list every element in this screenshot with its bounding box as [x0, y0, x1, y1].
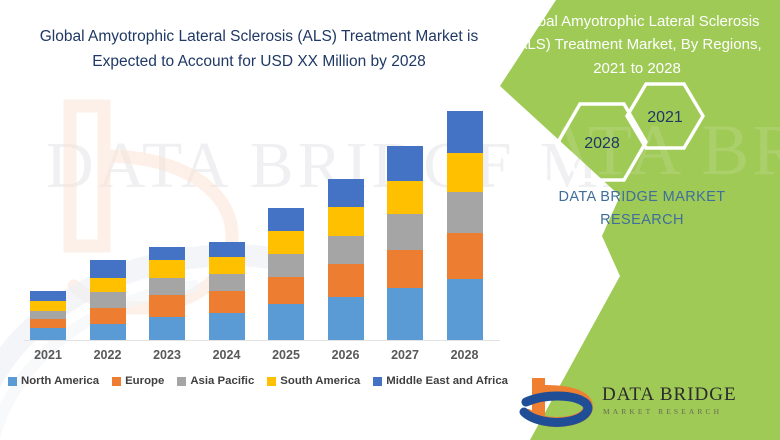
- bar-segment: [149, 316, 185, 340]
- legend-label: South America: [280, 375, 361, 387]
- bar-segment: [149, 278, 185, 296]
- bar-segment: [30, 310, 66, 319]
- bar-chart-plot-area: 2021 2022 2023 2024 2025 2026 2027 2028: [24, 111, 500, 362]
- bar-segment: [446, 192, 483, 233]
- bar-segment: [268, 304, 304, 340]
- data-bridge-logo: DATA BRIDGE MARKET RESEARCH: [519, 378, 737, 428]
- x-axis-label-2028: 2028: [450, 348, 479, 362]
- bar-2024: [208, 241, 245, 340]
- legend-item-asia-pacific[interactable]: Asia Pacific: [177, 375, 254, 387]
- bar-segment: [387, 249, 423, 289]
- bar-segment: [327, 297, 364, 340]
- legend-item-north-america[interactable]: North America: [8, 375, 99, 387]
- hexagon-2021: 2021: [625, 82, 705, 150]
- bar-segment: [387, 146, 423, 181]
- x-axis-label-2025: 2025: [272, 348, 300, 362]
- bar-segment: [30, 318, 66, 328]
- bar-segment: [208, 256, 245, 275]
- chart-legend: North America Europe Asia Pacific South Ame…: [8, 375, 508, 387]
- bar-segment: [89, 323, 126, 340]
- bar-segment: [327, 235, 364, 264]
- legend-swatch-icon: [267, 376, 277, 386]
- bar-segment: [30, 327, 66, 340]
- chart-title: Global Amyotrophic Lateral Sclerosis (AL…: [39, 28, 479, 71]
- logo-subtitle-text: MARKET RESEARCH: [603, 407, 722, 416]
- year-hexagon-group: 2028 2021: [556, 82, 705, 182]
- legend-label: North America: [21, 375, 100, 387]
- legend-swatch-icon: [373, 376, 383, 386]
- bar-segment: [446, 111, 483, 153]
- hexagon-2028: 2028: [556, 102, 648, 182]
- bar-segment: [387, 288, 423, 340]
- green-panel-shape: [494, 0, 780, 440]
- bar-2021: [30, 291, 66, 340]
- x-axis-label-2024: 2024: [212, 348, 241, 362]
- panel-brand-text: DATA BRIDGE MARKET RESEARCH: [558, 189, 726, 229]
- bar-segment: [268, 208, 304, 231]
- x-axis-label-2023: 2023: [153, 348, 181, 362]
- logo-title-text: DATA BRIDGE: [602, 384, 737, 405]
- bar-segment: [327, 263, 364, 298]
- panel-title: Global Amyotrophic Lateral Sclerosis (AL…: [512, 13, 762, 77]
- bar-segment: [89, 292, 126, 308]
- x-axis-label-2021: 2021: [34, 348, 62, 362]
- bar-segment: [89, 307, 126, 324]
- chart-baseline: [24, 340, 500, 341]
- legend-label: Middle East and Africa: [386, 375, 508, 387]
- bar-segment: [446, 279, 483, 340]
- bar-2023: [149, 246, 185, 340]
- bar-segment: [387, 180, 423, 215]
- legend-label: Asia Pacific: [190, 375, 255, 387]
- right-info-panel: DATA BRIDGE Global Amyotrophic Lateral S…: [494, 0, 780, 440]
- bar-segment: [327, 207, 364, 236]
- legend-item-south-america[interactable]: South America: [267, 375, 360, 387]
- bar-2027: [387, 146, 423, 340]
- legend-swatch-icon: [8, 376, 17, 386]
- legend-item-middle-east-and-africa[interactable]: Middle East and Africa: [373, 375, 508, 387]
- x-axis-label-2027: 2027: [391, 348, 419, 362]
- legend-swatch-icon: [112, 376, 122, 386]
- legend-item-europe[interactable]: Europe: [112, 375, 164, 387]
- bar-segment: [30, 291, 66, 302]
- bar-segment: [208, 312, 245, 340]
- bar-segment: [268, 253, 304, 278]
- bar-segment: [446, 152, 483, 193]
- legend-label: Europe: [125, 375, 165, 387]
- x-axis-label-2026: 2026: [331, 348, 360, 362]
- bar-segment: [149, 246, 185, 260]
- bar-2025: [268, 208, 304, 340]
- bar-segment: [30, 301, 66, 311]
- bar-segment: [149, 295, 185, 317]
- x-axis-label-2022: 2022: [93, 348, 122, 362]
- bar-segment: [268, 230, 304, 254]
- bar-segment: [208, 274, 245, 292]
- bar-segment: [387, 214, 423, 250]
- legend-swatch-icon: [177, 376, 187, 386]
- bar-segment: [446, 232, 483, 280]
- bar-segment: [208, 241, 245, 257]
- bar-2028: [446, 111, 483, 340]
- bar-segment: [89, 278, 126, 293]
- bar-segment: [268, 277, 304, 305]
- hexagon-2028-label: 2028: [584, 135, 620, 152]
- bar-2022: [89, 259, 126, 340]
- bar-segment: [327, 178, 364, 208]
- bar-segment: [208, 291, 245, 313]
- bar-2026: [327, 178, 364, 340]
- bar-segment: [89, 259, 126, 279]
- bar-segment: [149, 259, 185, 279]
- hexagon-2021-label: 2021: [647, 109, 683, 126]
- logo-b-mark-icon: [519, 378, 594, 428]
